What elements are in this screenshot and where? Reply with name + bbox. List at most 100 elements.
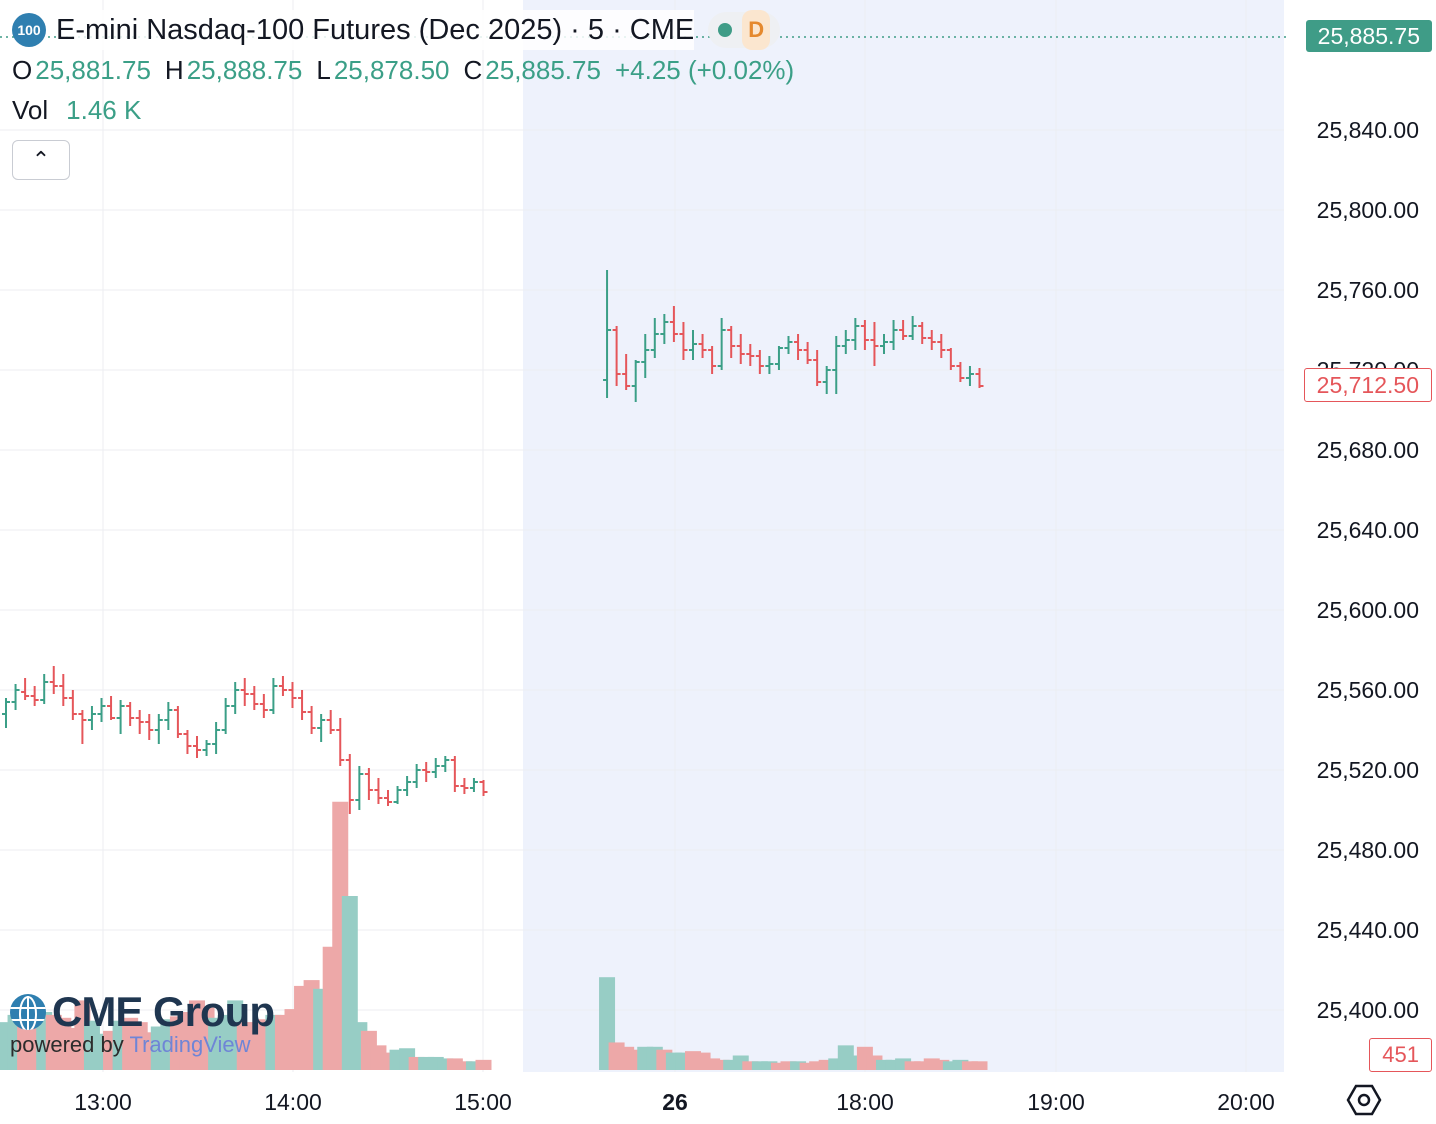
- ohlc-bar: [355, 766, 364, 810]
- volume-bar: [895, 1058, 912, 1070]
- ohlc-bar: [2, 698, 10, 728]
- ohlc-bar: [412, 764, 421, 788]
- volume-bar: [713, 1059, 730, 1070]
- settings-gear-icon[interactable]: [1346, 1082, 1382, 1118]
- volume-bar: [942, 1061, 959, 1070]
- ohlc-bar: [698, 334, 707, 358]
- ohlc-bar: [708, 346, 717, 374]
- ohlc-bar: [259, 694, 268, 718]
- volume-label: Vol: [12, 95, 49, 125]
- ohlc-bar: [107, 696, 116, 720]
- symbol-title-row: 100 E-mini Nasdaq-100 Futures (Dec 2025)…: [12, 10, 808, 50]
- ohlc-bar: [937, 334, 946, 358]
- delayed-data-badge[interactable]: D: [742, 10, 771, 50]
- volume-bar: [780, 1061, 797, 1070]
- low-label: L: [316, 55, 331, 85]
- ohlc-bar: [612, 326, 621, 386]
- volume-series: [0, 801, 988, 1070]
- ohlc-bar: [193, 736, 201, 758]
- ohlc-bar: [345, 754, 354, 814]
- volume-bar: [914, 1061, 931, 1070]
- ohlc-bar: [145, 714, 154, 740]
- ohlc-bar: [603, 270, 612, 398]
- volume-bar: [475, 1059, 492, 1070]
- ohlc-bar: [450, 756, 459, 792]
- volume-bar: [933, 1059, 950, 1070]
- grid-lines: [0, 0, 1284, 1072]
- ohlc-bar: [918, 322, 927, 344]
- ohlc-bar: [78, 710, 87, 744]
- ohlc-bar: [231, 682, 240, 714]
- ohlc-bar: [689, 330, 697, 360]
- volume-bar: [876, 1059, 892, 1070]
- session-shade: [523, 0, 1284, 1072]
- ohlc-bar: [641, 334, 650, 378]
- volume-bar: [923, 1058, 940, 1070]
- ohlc-bar: [736, 334, 745, 364]
- ohlc-bar: [68, 690, 77, 720]
- ohlc-bar: [393, 786, 402, 804]
- ohlc-bar: [822, 366, 831, 394]
- volume-bar: [770, 1062, 787, 1070]
- y-tick-label: 25,760.00: [1317, 277, 1419, 303]
- ohlc-bar: [326, 710, 335, 734]
- volume-bar: [818, 1059, 835, 1070]
- open-value: 25,881.75: [35, 55, 151, 85]
- cme-group-logo[interactable]: CME Group powered by TradingView: [10, 988, 275, 1058]
- ohlc-bar: [374, 778, 383, 804]
- ohlc-bar: [469, 778, 478, 792]
- ohlc-bar: [288, 682, 297, 708]
- ohlc-bar: [221, 698, 230, 734]
- volume-value: 1.46 K: [66, 95, 142, 125]
- ohlc-bar: [317, 714, 326, 742]
- volume-bar: [723, 1059, 740, 1070]
- y-tick-label: 25,800.00: [1317, 197, 1419, 223]
- chart-legend: 100 E-mini Nasdaq-100 Futures (Dec 2025)…: [12, 10, 808, 180]
- ohlc-bar: [679, 322, 688, 360]
- ohlc-bar: [813, 350, 822, 386]
- ohlc-bar: [832, 336, 841, 394]
- volume-bar: [971, 1061, 988, 1070]
- market-status[interactable]: D: [708, 10, 781, 50]
- close-value: 25,885.75: [485, 55, 601, 85]
- volume-bar: [761, 1061, 778, 1070]
- ohlc-bar: [40, 674, 49, 704]
- x-axis[interactable]: 13:00 14:00 15:00 26 18:00 19:00 20:00: [74, 1089, 1275, 1115]
- ohlc-bar: [21, 678, 30, 700]
- ohlc-bar: [669, 306, 678, 342]
- current-price-tag: 25,712.50: [1303, 368, 1432, 402]
- y-tick-label: 25,560.00: [1317, 677, 1419, 703]
- x-tick-label: 18:00: [836, 1089, 894, 1115]
- ohlc-bar: [927, 330, 936, 350]
- ohlc-bar: [727, 326, 736, 358]
- high-value: 25,888.75: [186, 55, 303, 85]
- ohlc-bar: [240, 678, 249, 706]
- ohlc-bar: [59, 674, 68, 706]
- ohlc-bar: [441, 756, 450, 772]
- ohlc-bar: [965, 366, 974, 386]
- logo-powered-by: powered by: [10, 1032, 124, 1057]
- ohlc-bar: [183, 730, 192, 754]
- volume-bar: [809, 1061, 826, 1070]
- price-series: [2, 270, 984, 814]
- ohlc-bar: [278, 676, 287, 696]
- ohlc-bar: [803, 342, 812, 364]
- ohlc-bar: [631, 360, 640, 402]
- volume-bar: [437, 1058, 454, 1070]
- ohlc-bar: [880, 334, 888, 354]
- ohlc-bar: [269, 678, 278, 714]
- symbol-logo-icon: 100: [12, 13, 46, 47]
- volume-bar: [952, 1059, 969, 1070]
- x-tick-label: 19:00: [1027, 1089, 1085, 1115]
- ohlc-bar: [97, 698, 106, 722]
- ohlc-bar: [30, 686, 39, 706]
- volume-bar: [790, 1061, 807, 1070]
- collapse-legend-button[interactable]: ⌃: [12, 140, 70, 180]
- symbol-title[interactable]: E-mini Nasdaq-100 Futures (Dec 2025) · 5…: [56, 10, 695, 50]
- ohlc-bar: [126, 702, 135, 726]
- ohlc-bar: [946, 348, 955, 370]
- ohlc-bar: [479, 780, 488, 796]
- change-value: +4.25 (+0.02%): [614, 55, 795, 85]
- y-axis[interactable]: 25,400.00 25,440.00 25,480.00 25,520.00 25,5…: [1317, 117, 1419, 1023]
